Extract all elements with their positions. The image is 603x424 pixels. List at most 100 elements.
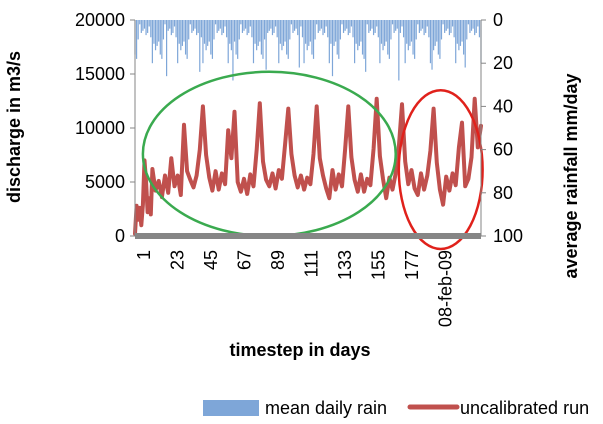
rain-bar [372,20,375,36]
rain-bar [319,20,321,31]
y-left-tick-label: 10000 [75,118,125,138]
rain-bar [230,20,232,51]
rain-bar [402,20,405,38]
rain-bar [333,20,335,46]
rain-bar [380,20,383,44]
rain-bar [191,20,193,33]
rain-bar [284,20,286,42]
rain-bar [349,20,351,33]
x-tick-label: 89 [268,250,288,270]
rain-bar [322,20,324,36]
rain-bar [227,20,229,64]
rain-bar [336,20,338,55]
rain-bar [177,20,179,64]
rain-bar [172,20,174,33]
rain-bar [189,20,191,25]
rain-bar [421,20,424,29]
rain-bar [297,20,299,36]
rain-bar [180,20,182,51]
rain-bar [271,20,274,36]
discharge-line [133,96,483,236]
rain-bar [276,20,278,38]
rain-bar [382,20,384,51]
rain-bar [156,20,158,46]
rain-bar [327,20,329,38]
rain-bar [442,20,444,25]
rain-bar [265,20,267,70]
rain-bar [260,20,262,55]
y-left-tick-label: 5000 [85,172,125,192]
rain-bar [401,20,403,27]
rain-bar [135,20,138,59]
rain-bar [368,20,370,33]
rain-bar [418,20,420,33]
rain-bar [158,20,160,42]
rain-bar [396,20,398,29]
rain-bar [428,20,430,38]
rain-bar [200,20,202,38]
rain-bar [309,20,311,42]
rain-bar [447,20,449,29]
rain-bar [281,20,283,51]
rain-series [134,20,482,81]
rain-bar [244,20,247,29]
rain-bar [423,20,425,36]
rain-bar [312,20,315,59]
rain-bar [363,20,365,59]
rain-bar [472,20,474,29]
rain-bar [371,20,373,29]
rain-bar [414,20,416,59]
rain-bar [469,20,471,33]
rain-bar [328,20,330,64]
rain-bar [431,20,433,70]
rain-bar [232,20,234,81]
rain-bar [292,20,294,33]
y-right-tick-label: 60 [493,140,513,160]
legend-rain-label: mean daily rain [265,398,387,418]
rain-bar [444,20,446,33]
rain-bar [259,20,261,42]
rain-bar [246,20,248,36]
rain-bar [214,20,217,25]
rain-bar [366,20,368,25]
rain-bar [439,20,441,59]
rain-bar [352,20,354,38]
x-tick-label: 08-feb-09 [436,250,456,327]
rain-bar [213,20,215,40]
rain-bar [164,20,166,25]
rain-bar [415,20,417,40]
rain-bar [173,20,176,27]
rain-bar [282,20,285,46]
rain-bar [347,20,349,36]
rain-bar [286,20,288,55]
rain-bar [298,20,300,68]
rain-bar [478,20,481,38]
rain-bar [466,20,468,40]
rain-bar [406,20,408,44]
rain-bar [384,20,386,46]
rain-bar [181,20,183,46]
rain-bar [305,20,307,44]
rain-bar [474,20,476,36]
rain-bar [361,20,364,55]
y-right-tick-label: 20 [493,53,513,73]
rain-bar [407,20,409,51]
rain-bar [278,20,280,64]
rain-bar [154,20,157,51]
rain-bar [455,20,457,64]
rain-bar [391,20,394,25]
rain-bar [208,20,210,42]
rain-bar [390,20,392,40]
rain-bar [218,20,220,31]
rain-bar [237,20,239,59]
rain-bar [166,20,168,77]
rain-bar [295,20,297,29]
rain-bar [344,20,346,31]
rain-bar [317,20,319,33]
y-axis-label-right: average rainfall mm/day [561,73,581,278]
x-tick-label: 1 [134,250,154,260]
rain-bar [287,20,289,59]
rain-bar [159,20,161,55]
rain-bar [219,20,221,29]
rain-bar [475,20,477,33]
